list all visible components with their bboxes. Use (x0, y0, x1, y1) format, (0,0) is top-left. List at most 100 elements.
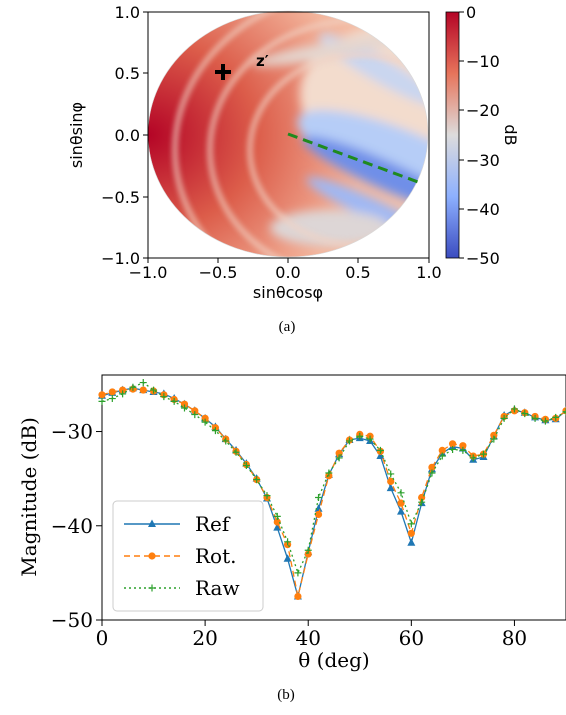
colorbar-tick-label: −10 (466, 52, 500, 71)
b-y-axis-label: Magnitude (dB) (17, 417, 41, 577)
a-xtick-label: −1.0 (129, 263, 168, 282)
panel-a: −1.0 −0.5 0.0 0.5 1.0 1.0 0.5 0.0 −0.5 −… (67, 3, 520, 335)
data-point (356, 432, 364, 440)
colorbar-tick-label: −20 (466, 101, 500, 120)
b-ytick-label: −40 (51, 514, 93, 538)
data-point (552, 413, 560, 421)
z-prime-annotation: z′ (256, 52, 269, 70)
data-point (211, 427, 219, 435)
data-point (376, 446, 384, 454)
a-xtick-label: 0.5 (345, 263, 370, 282)
a-y-axis-label: sinθsinφ (67, 102, 86, 168)
data-point (459, 442, 467, 450)
data-point (418, 498, 426, 506)
b-x-axis-label: θ (deg) (298, 648, 369, 672)
panel-b-ticks (96, 431, 515, 626)
data-point (397, 507, 406, 515)
data-point (314, 510, 323, 519)
data-point (397, 489, 405, 497)
legend-box (112, 500, 264, 612)
data-point (521, 410, 529, 418)
data-point (273, 512, 281, 520)
plus-marker-icon (215, 64, 231, 80)
data-point (284, 538, 292, 546)
a-ytick-label: −1.0 (101, 249, 140, 268)
legend-label-ref: Ref (195, 512, 231, 536)
data-point (386, 483, 395, 492)
panel-b-caption: (b) (277, 687, 295, 703)
data-point (541, 417, 549, 425)
series-raw (98, 379, 566, 577)
b-ytick-label: −30 (51, 420, 93, 444)
colorbar-tick-label: −50 (466, 249, 500, 268)
colorbar-tick-label: −40 (466, 200, 500, 219)
legend-label-rot: Rot. (195, 544, 237, 568)
data-point (366, 435, 374, 443)
colorbar (445, 11, 460, 259)
data-point (129, 383, 137, 391)
data-point (490, 431, 498, 439)
data-point (397, 499, 405, 507)
data-point (180, 404, 188, 412)
series-line (101, 388, 566, 597)
data-point (562, 408, 566, 416)
data-point (232, 448, 240, 456)
data-point (283, 554, 292, 562)
data-point (201, 418, 209, 426)
legend-marker (148, 584, 156, 592)
data-point (376, 451, 385, 460)
data-point (222, 437, 230, 445)
b-xtick-label: 80 (502, 626, 527, 650)
data-point (490, 435, 498, 443)
data-point (98, 397, 106, 405)
panel-b: 0 20 40 60 80 −30 −40 −50 θ (deg) Magnit… (17, 374, 566, 703)
data-point (480, 450, 488, 458)
data-point (448, 440, 457, 448)
data-point (459, 446, 467, 454)
a-ytick-label: 0.0 (115, 126, 140, 145)
data-point (510, 405, 518, 413)
colorbar-tick-label: −30 (466, 151, 500, 170)
data-point (345, 437, 353, 445)
data-point (242, 461, 250, 469)
data-point (531, 414, 539, 422)
data-point (335, 454, 343, 462)
data-point (304, 550, 312, 558)
panel-b-axes (101, 374, 566, 621)
data-point (170, 397, 178, 405)
a-xtick-label: 1.0 (416, 263, 441, 282)
data-point (150, 386, 158, 394)
series-line (101, 381, 566, 575)
data-point (438, 452, 446, 460)
data-point (387, 470, 395, 478)
a-ytick-label: 1.0 (115, 3, 140, 22)
series-layer (98, 379, 566, 601)
data-point (325, 469, 333, 477)
data-point (119, 386, 127, 394)
data-point (98, 391, 106, 399)
colorbar-tick-label: 0 (466, 3, 476, 22)
a-x-axis-label: sinθcosφ (253, 283, 323, 302)
data-point (273, 518, 281, 526)
data-point (438, 446, 446, 454)
data-point (500, 414, 508, 422)
data-point (139, 386, 147, 394)
b-xtick-label: 60 (399, 626, 424, 650)
legend-marker (148, 519, 156, 527)
data-point (407, 529, 415, 537)
data-point (387, 477, 395, 486)
legend-marker (148, 552, 156, 560)
data-point (160, 393, 168, 401)
data-point (449, 445, 457, 453)
data-point (407, 538, 416, 546)
data-point (407, 520, 415, 528)
data-point (139, 379, 147, 387)
data-point (294, 569, 302, 577)
data-point (108, 388, 116, 396)
data-point (191, 407, 199, 415)
b-xtick-label: 40 (295, 626, 320, 650)
a-ytick-label: 0.5 (115, 64, 140, 83)
data-point (119, 390, 127, 398)
a-xtick-label: −0.5 (199, 263, 238, 282)
data-point (294, 592, 302, 601)
